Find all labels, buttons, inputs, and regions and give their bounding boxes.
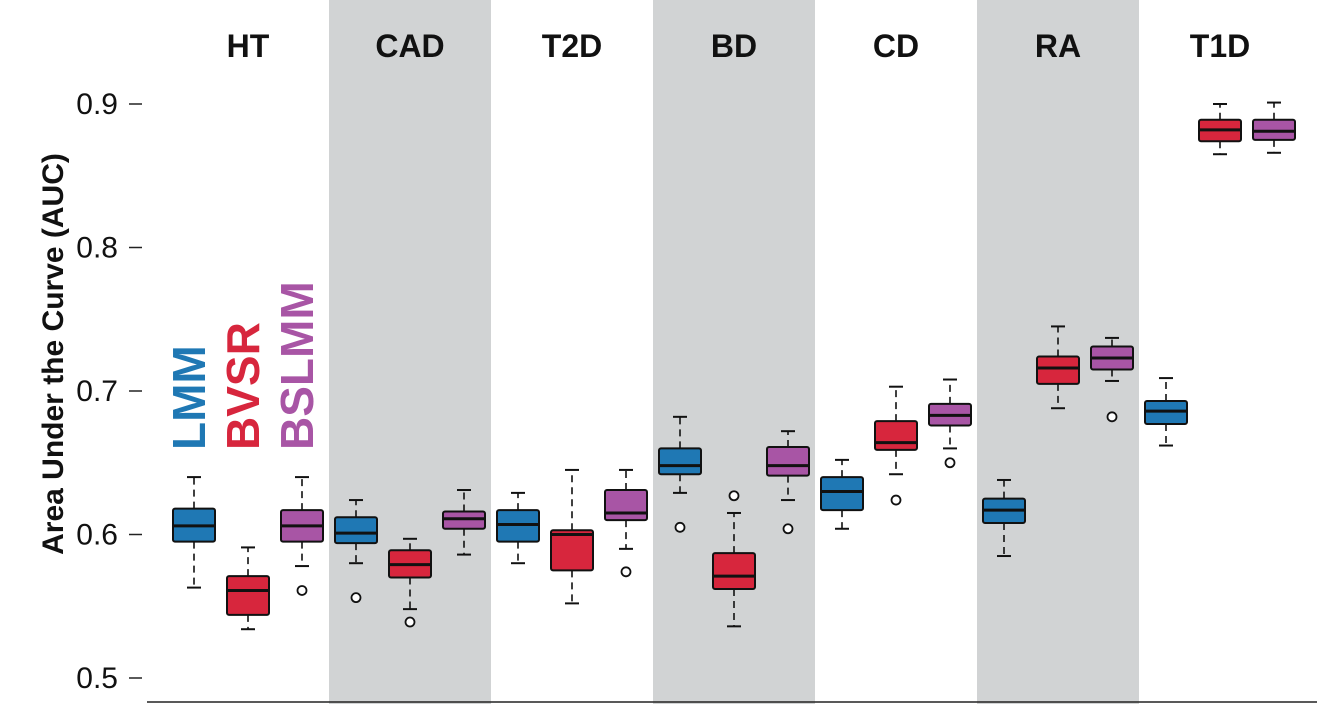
group-label-ht: HT — [227, 28, 270, 64]
group-label-cd: CD — [873, 28, 919, 64]
iqr-box — [820, 476, 864, 512]
box-bvsr-bd — [712, 490, 756, 628]
boxplot-marks — [172, 101, 1296, 631]
box-bslmm-cd — [928, 378, 972, 469]
shaded-band-cad — [329, 0, 491, 704]
y-tick-label: 0.7 — [76, 375, 118, 408]
outlier-point — [350, 592, 362, 604]
outlier-point — [620, 566, 632, 578]
outlier-point — [890, 494, 902, 506]
box-lmm-cd — [820, 458, 864, 530]
iqr-box — [226, 575, 270, 616]
group-label-cad: CAD — [375, 28, 444, 64]
legend: LMM BVSR BSLMM — [163, 281, 323, 450]
legend-entry-bslmm: BSLMM — [271, 281, 323, 450]
group-labels: HT CAD T2D BD CD RA T1D — [227, 28, 1251, 64]
iqr-box — [1036, 355, 1080, 385]
legend-entry-lmm: LMM — [163, 345, 215, 450]
outlier-point — [728, 490, 740, 502]
iqr-box — [550, 529, 594, 572]
y-tick-label: 0.8 — [76, 232, 118, 265]
box-bvsr-t1d — [1198, 103, 1242, 156]
outlier-point — [782, 523, 794, 535]
legend-entry-bvsr: BVSR — [217, 322, 269, 450]
outlier-point — [674, 521, 686, 533]
shaded-band-bd — [653, 0, 815, 704]
y-axis: 0.5 0.6 0.7 0.8 0.9 — [76, 88, 1317, 703]
iqr-box — [712, 552, 756, 591]
iqr-box — [766, 445, 810, 477]
outlier-point — [404, 616, 416, 628]
box-bslmm-t1d — [1252, 101, 1296, 154]
box-lmm-ht — [172, 476, 216, 589]
iqr-box — [874, 420, 918, 451]
box-lmm-t2d — [496, 491, 540, 565]
y-tick-label: 0.9 — [76, 88, 118, 121]
group-background-layer — [329, 0, 1139, 704]
box-bvsr-t2d — [550, 468, 594, 605]
iqr-box — [658, 447, 702, 476]
box-lmm-bd — [658, 415, 702, 533]
box-bslmm-ra — [1090, 336, 1134, 423]
box-bslmm-cad — [442, 489, 486, 556]
outlier-point — [1106, 411, 1118, 423]
outlier-point — [296, 585, 308, 596]
iqr-box — [604, 489, 648, 522]
box-bvsr-cd — [874, 385, 918, 506]
box-bslmm-t2d — [604, 468, 648, 578]
group-label-t2d: T2D — [542, 28, 602, 64]
box-bvsr-ra — [1036, 325, 1080, 410]
box-bvsr-cad — [388, 537, 432, 628]
group-label-ra: RA — [1035, 28, 1081, 64]
box-bvsr-ht — [226, 546, 270, 631]
y-axis-label: Area Under the Curve (AUC) — [37, 153, 70, 555]
group-label-bd: BD — [711, 28, 757, 64]
outlier-point — [944, 457, 956, 469]
box-bslmm-bd — [766, 430, 810, 535]
box-lmm-cad — [334, 499, 378, 604]
box-lmm-t1d — [1144, 377, 1188, 447]
group-label-t1d: T1D — [1190, 28, 1250, 64]
y-tick-label: 0.5 — [76, 662, 118, 695]
box-bslmm-ht — [280, 476, 324, 596]
y-tick-label: 0.6 — [76, 519, 118, 552]
iqr-box — [334, 516, 378, 545]
box-lmm-ra — [982, 478, 1026, 558]
